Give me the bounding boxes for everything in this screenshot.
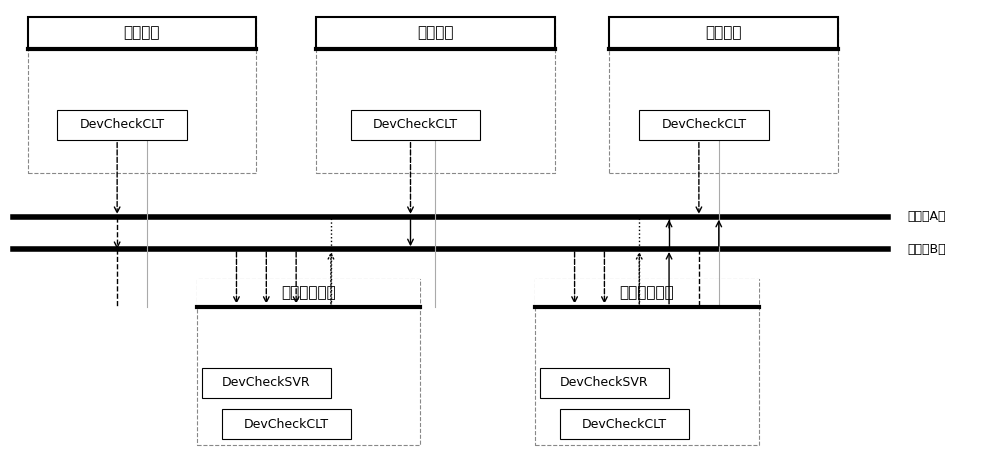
Text: 主实时服务器: 主实时服务器 [281,285,336,301]
Text: 从实时服务器: 从实时服务器 [619,285,674,301]
Bar [28,17,256,49]
Bar [535,279,759,307]
Text: 管理网A网: 管理网A网 [908,210,946,223]
Text: 操作员站: 操作员站 [706,25,742,40]
Bar [639,110,768,140]
Text: 操作员站: 操作员站 [417,25,454,40]
Text: DevCheckCLT: DevCheckCLT [582,418,667,431]
Bar [316,17,555,49]
Text: DevCheckCLT: DevCheckCLT [80,118,165,131]
Text: DevCheckSVR: DevCheckSVR [222,376,311,389]
Bar [202,368,331,397]
Bar [57,110,187,140]
Text: DevCheckCLT: DevCheckCLT [661,118,746,131]
Bar [316,17,555,173]
Text: DevCheckCLT: DevCheckCLT [244,418,329,431]
Bar [197,279,420,307]
Bar [351,110,480,140]
Text: DevCheckSVR: DevCheckSVR [560,376,649,389]
Bar [28,17,256,173]
Text: 操作员站: 操作员站 [124,25,160,40]
Text: DevCheckCLT: DevCheckCLT [373,118,458,131]
Bar [222,409,351,439]
Text: 管理网B网: 管理网B网 [908,243,946,256]
Bar [609,17,838,173]
Bar [197,279,420,445]
Bar [535,279,759,445]
Bar [560,409,689,439]
Bar [609,17,838,49]
Bar [540,368,669,397]
